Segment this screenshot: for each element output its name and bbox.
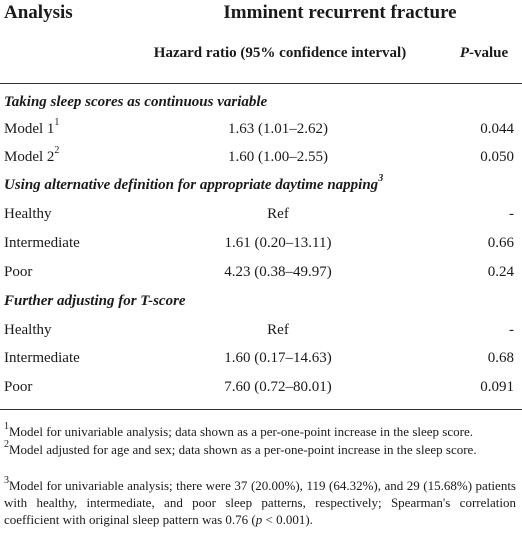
header-divider	[0, 83, 522, 84]
row-label-poor-tscore: Poor	[4, 379, 33, 395]
row-label-model-2-sup: 2	[54, 145, 60, 156]
row-p-healthy-alt: -	[509, 206, 514, 222]
p-value-column-header: P-value	[460, 45, 508, 62]
row-hr-poor-alt: 4.23 (0.38–49.97)	[224, 264, 332, 280]
row-label-intermediate-alt: Intermediate	[4, 235, 80, 251]
row-hr-model-2: 1.60 (1.00–2.55)	[228, 149, 328, 165]
row-label-model-2: Model 22	[4, 145, 60, 166]
row-p-healthy-tscore: -	[509, 322, 514, 338]
row-p-model-1: 0.044	[480, 121, 514, 137]
footnote-1: 1Model for univariable analysis; data sh…	[4, 420, 473, 439]
row-label-poor-alt: Poor	[4, 264, 33, 280]
row-p-model-2: 0.050	[480, 149, 514, 165]
row-label-intermediate-tscore: Intermediate	[4, 350, 80, 366]
section-title-alternative-definition: Using alternative definition for appropr…	[4, 173, 384, 194]
section-title-continuous: Taking sleep scores as continuous variab…	[4, 94, 268, 110]
row-hr-healthy-tscore: Ref	[267, 322, 289, 338]
analysis-header: Analysis	[4, 2, 73, 23]
p-value-header-rest: -value	[469, 45, 509, 61]
section-title-alternative-sup: 3	[378, 173, 384, 184]
row-p-intermediate-tscore: 0.68	[487, 350, 514, 366]
row-p-poor-alt: 0.24	[487, 264, 514, 280]
row-hr-intermediate-tscore: 1.60 (0.17–14.63)	[224, 350, 332, 366]
row-hr-healthy-alt: Ref	[267, 206, 289, 222]
footnote-2: 2Model adjusted for age and sex; data sh…	[4, 438, 477, 457]
row-label-healthy-alt: Healthy	[4, 206, 52, 222]
section-title-t-score: Further adjusting for T-score	[4, 293, 186, 309]
row-hr-intermediate-alt: 1.61 (0.20–13.11)	[224, 235, 332, 251]
row-hr-poor-tscore: 7.60 (0.72–80.01)	[224, 379, 332, 395]
p-value-header-italic: P	[459, 45, 469, 61]
row-p-poor-tscore: 0.091	[480, 379, 514, 395]
row-label-model-1: Model 11	[4, 117, 60, 138]
row-p-intermediate-alt: 0.66	[487, 235, 514, 251]
table-bottom-divider	[0, 409, 522, 410]
hazard-ratio-column-header: Hazard ratio (95% confidence interval)	[153, 45, 407, 61]
row-label-model-1-sup: 1	[54, 117, 60, 128]
footnote-3: 3Model for univariable analysis; there w…	[4, 474, 516, 527]
row-hr-model-1: 1.63 (1.01–2.62)	[228, 121, 328, 137]
row-label-healthy-tscore: Healthy	[4, 322, 52, 338]
outcome-group-header: Imminent recurrent fracture	[223, 2, 457, 23]
